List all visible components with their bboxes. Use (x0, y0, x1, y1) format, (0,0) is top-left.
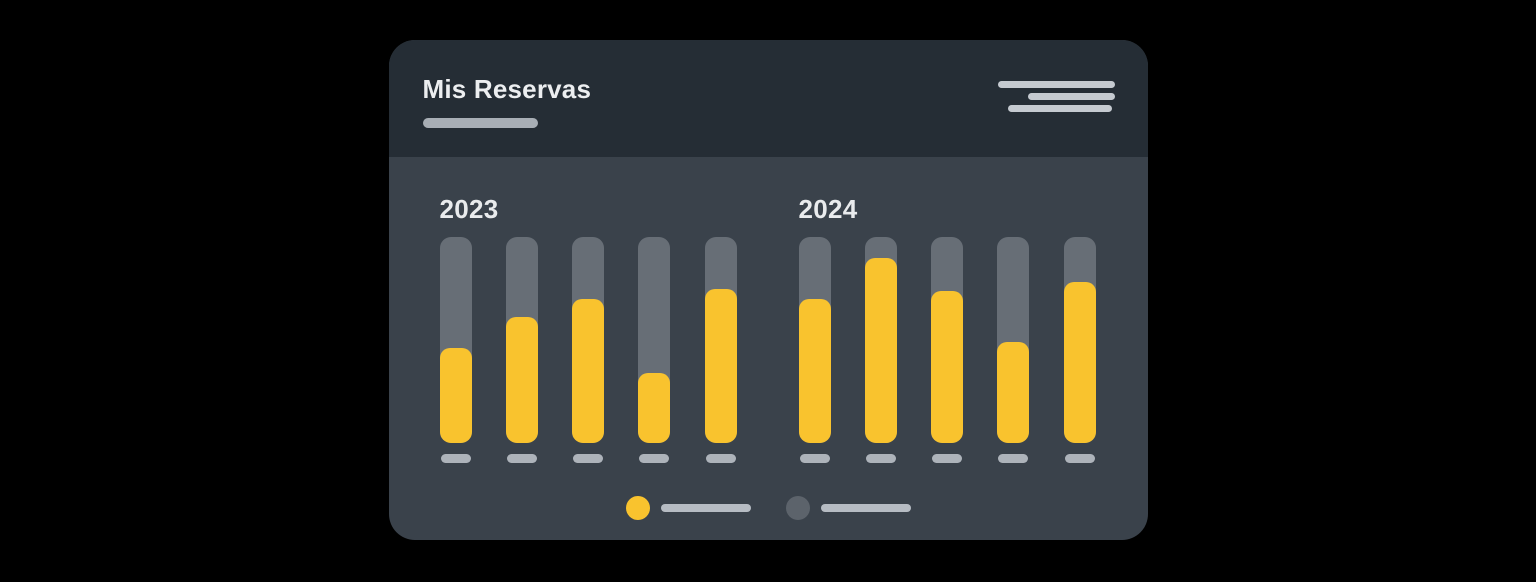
group-2024: 2024 (798, 194, 1096, 463)
bar-track (505, 237, 538, 443)
bars-row (439, 237, 737, 463)
bar-track (864, 237, 897, 443)
page-title: Mis Reservas (422, 74, 592, 104)
menu-line-2 (1027, 93, 1115, 100)
legend-label-placeholder (820, 504, 911, 512)
bar-column (638, 237, 671, 463)
group-2023: 2023 (439, 194, 737, 463)
bar-column (572, 237, 604, 463)
bar-track (572, 237, 604, 443)
bar-tick-placeholder (1064, 454, 1095, 463)
chart-groups-row: 2023 2024 (439, 194, 1097, 463)
bar-fill (439, 348, 472, 443)
title-block: Mis Reservas (422, 74, 592, 128)
bar-fill (864, 257, 897, 443)
bar-fill (638, 372, 671, 443)
bar-track (798, 237, 831, 443)
bar-fill (931, 290, 963, 443)
bar-track (638, 237, 671, 443)
bar-fill (798, 298, 831, 443)
bar-column (798, 237, 831, 463)
legend-dot-gray-icon (785, 496, 810, 520)
bar-tick-placeholder (506, 454, 537, 463)
reservations-card: Mis Reservas 2023 2024 (388, 40, 1148, 540)
bars-row (798, 237, 1096, 463)
bar-track (997, 237, 1030, 443)
chart-legend (440, 496, 1097, 520)
legend-label-placeholder (660, 504, 751, 512)
bar-tick-placeholder (705, 454, 736, 463)
bar-column (439, 237, 472, 463)
bar-track (704, 237, 737, 443)
bar-tick-placeholder (799, 454, 830, 463)
bar-tick-placeholder (865, 454, 896, 463)
bar-tick-placeholder (440, 454, 471, 463)
bar-column (1063, 237, 1096, 463)
title-underline-placeholder (422, 118, 538, 128)
legend-item-2023[interactable] (625, 496, 751, 520)
bar-tick-placeholder (998, 454, 1029, 463)
bar-chart: 2023 2024 (389, 157, 1148, 520)
bar-track (439, 237, 472, 443)
bar-tick-placeholder (932, 454, 962, 463)
menu-line-1 (997, 81, 1115, 88)
legend-dot-yellow-icon (625, 496, 650, 520)
legend-item-2024[interactable] (785, 496, 911, 520)
bar-column (997, 237, 1030, 463)
bar-column (931, 237, 963, 463)
bar-track (1063, 237, 1096, 443)
bar-fill (572, 298, 604, 443)
bar-column (704, 237, 737, 463)
menu-line-3 (1007, 105, 1112, 112)
bar-tick-placeholder (573, 454, 603, 463)
bar-fill (997, 342, 1030, 443)
card-header: Mis Reservas (388, 40, 1148, 157)
bar-fill (704, 288, 737, 443)
bar-tick-placeholder (639, 454, 670, 463)
bar-fill (1063, 282, 1096, 443)
group-label: 2024 (798, 194, 858, 224)
bar-column (864, 237, 897, 463)
group-label: 2023 (439, 194, 499, 224)
bar-fill (505, 317, 538, 443)
bar-track (931, 237, 963, 443)
bar-column (505, 237, 538, 463)
hamburger-menu-icon[interactable] (997, 81, 1115, 112)
